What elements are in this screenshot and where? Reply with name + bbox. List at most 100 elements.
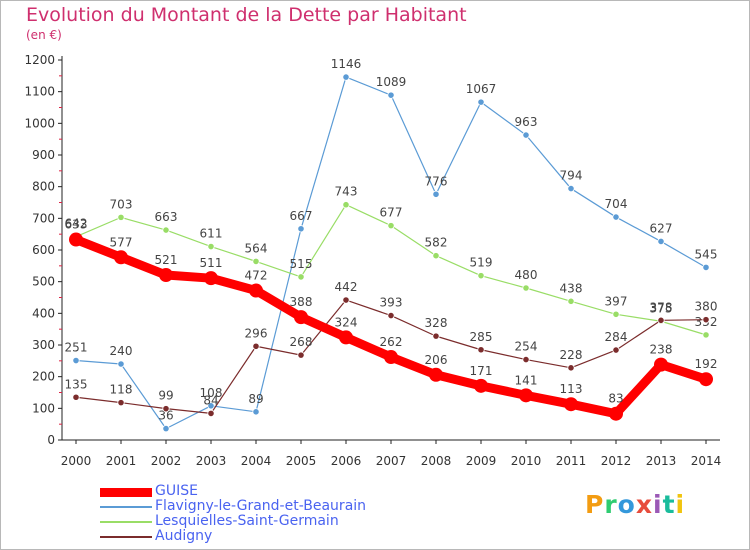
data-label: 472 [245, 269, 268, 283]
data-point [159, 268, 173, 283]
data-label: 577 [110, 235, 133, 249]
data-label: 192 [695, 357, 718, 371]
chart-title: Evolution du Montant de la Dette par Hab… [26, 4, 467, 26]
data-point [162, 424, 170, 433]
data-point [567, 364, 575, 372]
y-tick-label: 700 [32, 211, 55, 225]
data-label: 704 [605, 197, 628, 211]
data-label: 794 [560, 169, 583, 183]
data-point [567, 184, 575, 193]
data-label: 262 [380, 335, 403, 349]
data-label: 268 [290, 335, 313, 349]
data-label: 251 [65, 341, 88, 355]
data-label: 328 [425, 316, 448, 330]
data-point [207, 402, 215, 410]
data-label: 545 [695, 247, 718, 261]
data-label: 135 [65, 377, 88, 391]
data-point [477, 98, 485, 106]
data-point [702, 263, 710, 272]
y-tick-label: 300 [32, 338, 55, 352]
data-point [297, 273, 305, 281]
x-tick-label: 2006 [331, 454, 362, 468]
data-point [432, 252, 440, 260]
data-point [654, 357, 668, 372]
data-point [432, 332, 440, 340]
y-tick-label: 0 [47, 433, 55, 447]
data-point [72, 356, 80, 365]
data-label: 380 [695, 300, 718, 314]
legend-swatch [100, 488, 152, 497]
data-point [702, 316, 710, 324]
logo-letter: r [604, 490, 618, 519]
chart-subtitle: (en €) [26, 28, 62, 42]
data-label: 375 [650, 301, 673, 315]
data-label: 378 [650, 300, 673, 314]
data-point [429, 367, 443, 382]
data-label: 285 [470, 330, 493, 344]
data-label: 118 [110, 383, 133, 397]
data-label: 84 [203, 393, 218, 407]
data-label: 397 [605, 294, 628, 308]
data-label: 296 [245, 326, 268, 340]
x-tick-label: 2009 [466, 454, 497, 468]
data-label: 511 [200, 256, 223, 270]
data-point [522, 131, 530, 139]
data-point [477, 272, 485, 280]
data-point [564, 397, 578, 412]
data-label: 663 [155, 210, 178, 224]
data-point [297, 351, 305, 359]
data-label: 89 [248, 392, 263, 406]
data-point [522, 284, 530, 292]
data-point [249, 283, 263, 298]
data-label: 743 [335, 185, 358, 199]
data-label: 776 [425, 174, 448, 188]
data-point [387, 91, 395, 99]
data-point [612, 213, 620, 221]
data-point [207, 242, 215, 251]
data-label: 963 [515, 115, 538, 129]
data-label: 515 [290, 257, 313, 271]
data-point [339, 330, 353, 345]
data-label: 480 [515, 268, 538, 282]
data-label: 393 [380, 296, 403, 310]
data-point [72, 393, 80, 401]
x-tick-label: 2001 [106, 454, 137, 468]
data-label: 108 [200, 386, 223, 400]
data-label: 206 [425, 353, 448, 367]
y-tick-label: 600 [32, 243, 55, 257]
data-point [657, 237, 665, 246]
legend-label: Flavigny-le-Grand-et-Beaurain [155, 498, 367, 514]
x-tick-label: 2000 [61, 454, 92, 468]
data-point [69, 232, 83, 247]
y-tick-label: 1000 [24, 116, 55, 130]
y-tick-label: 500 [32, 275, 55, 289]
data-point [609, 406, 623, 421]
data-label: 113 [560, 382, 583, 396]
y-tick-label: 1200 [24, 53, 55, 67]
legend-swatch [100, 506, 152, 508]
data-label: 519 [470, 256, 493, 270]
data-point [522, 355, 530, 364]
x-tick-label: 2008 [421, 454, 452, 468]
data-point [519, 388, 533, 403]
y-tick-label: 100 [32, 401, 55, 415]
y-tick-label: 900 [32, 148, 55, 162]
data-label: 388 [290, 295, 313, 309]
data-label: 633 [65, 218, 88, 232]
data-label: 83 [608, 392, 623, 406]
data-point [117, 213, 125, 221]
x-tick-label: 2014 [691, 454, 722, 468]
data-point [474, 378, 488, 393]
legend-label: GUISE [155, 483, 198, 499]
y-tick-label: 200 [32, 370, 55, 384]
data-label: 667 [290, 209, 313, 223]
data-point [612, 310, 620, 318]
data-point [612, 346, 620, 354]
data-label: 564 [245, 241, 268, 255]
x-tick-label: 2003 [196, 454, 227, 468]
data-point [432, 190, 440, 198]
x-tick-label: 2013 [646, 454, 677, 468]
x-tick-label: 2007 [376, 454, 407, 468]
y-tick-label: 400 [32, 306, 55, 320]
